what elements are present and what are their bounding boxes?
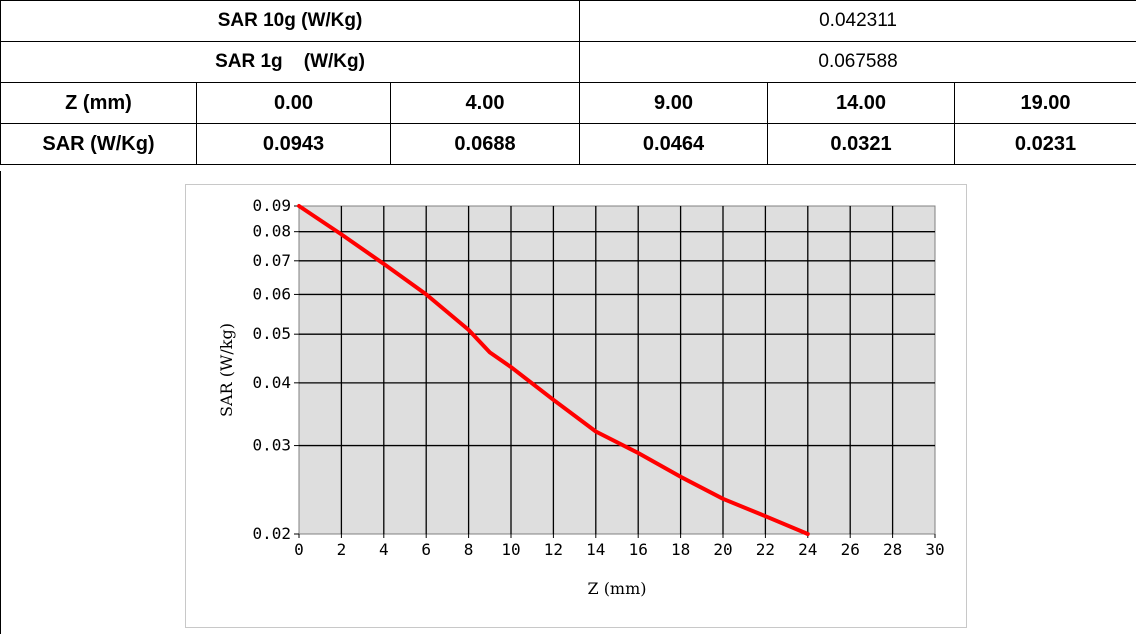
x-tick-label: 10 — [501, 540, 520, 559]
y-tick-label: 0.08 — [252, 222, 291, 241]
y-axis-title: SAR (W/kg) — [217, 323, 236, 417]
sar-summary-table: SAR 10g (W/Kg) 0.042311 SAR 1g (W/Kg) 0.… — [0, 0, 1136, 165]
sar10g-row: SAR 10g (W/Kg) 0.042311 — [0, 0, 1136, 42]
x-tick-label: 30 — [925, 540, 944, 559]
sar-value: 0.0464 — [579, 123, 769, 165]
sar10g-value: 0.042311 — [579, 0, 1136, 42]
y-tick-label: 0.02 — [252, 524, 291, 543]
y-tick-label: 0.09 — [252, 196, 291, 215]
x-tick-label: 2 — [337, 540, 347, 559]
y-tick-label: 0.05 — [252, 324, 291, 343]
x-tick-label: 6 — [421, 540, 431, 559]
x-tick-label: 12 — [544, 540, 563, 559]
sar-row: SAR (W/Kg) 0.0943 0.0688 0.0464 0.0321 0… — [0, 123, 1136, 165]
sar-value: 0.0321 — [767, 123, 956, 165]
x-tick-label: 28 — [883, 540, 902, 559]
y-tick-label: 0.04 — [252, 373, 291, 392]
x-tick-label: 4 — [379, 540, 389, 559]
chart-frame: 0 2 4 6 8 10 12 14 16 18 20 22 24 26 28 30 0.09 0.08 0.07 0… — [185, 184, 967, 628]
x-tick-label: 24 — [798, 540, 817, 559]
sar-value: 0.0688 — [389, 123, 581, 165]
x-tick-label: 18 — [671, 540, 690, 559]
z-value: 19.00 — [954, 82, 1136, 124]
z-value: 9.00 — [579, 82, 769, 124]
z-value: 14.00 — [767, 82, 956, 124]
sar1g-label-text: SAR 1g (W/Kg) — [215, 51, 365, 72]
y-tick-label: 0.06 — [252, 284, 291, 303]
sar1g-label: SAR 1g (W/Kg) — [0, 41, 581, 83]
y-tick-label: 0.07 — [252, 251, 291, 270]
sar-label: SAR (W/Kg) — [0, 123, 197, 165]
x-tick-label: 14 — [586, 540, 605, 559]
series-line — [297, 204, 810, 536]
x-tick-label: 16 — [629, 540, 648, 559]
sar-vs-z-chart: 0 2 4 6 8 10 12 14 16 18 20 22 24 26 28 300.090.080.070… — [217, 196, 945, 598]
z-label: Z (mm) — [0, 82, 197, 124]
z-value: 4.00 — [389, 82, 581, 124]
sar-value: 0.0943 — [196, 123, 391, 165]
sar-value: 0.0231 — [954, 123, 1136, 165]
z-value: 0.00 — [196, 82, 391, 124]
x-tick-label: 0 — [294, 540, 304, 559]
y-tick-label: 0.03 — [252, 436, 291, 455]
plot-area — [298, 205, 936, 535]
sar1g-row: SAR 1g (W/Kg) 0.067588 — [0, 41, 1136, 83]
z-row: Z (mm) 0.00 4.00 9.00 14.00 19.00 — [0, 82, 1136, 124]
x-tick-label: 20 — [713, 540, 732, 559]
sar1g-value: 0.067588 — [579, 41, 1136, 83]
x-tick-label: 8 — [464, 540, 474, 559]
x-tick-label: 22 — [756, 540, 775, 559]
sar10g-label: SAR 10g (W/Kg) — [0, 0, 581, 42]
x-axis-title: Z (mm) — [587, 579, 646, 598]
chart-panel: 0 2 4 6 8 10 12 14 16 18 20 22 24 26 28 30 0.09 0.08 0.07 0… — [0, 171, 1135, 634]
x-tick-label: 26 — [841, 540, 860, 559]
